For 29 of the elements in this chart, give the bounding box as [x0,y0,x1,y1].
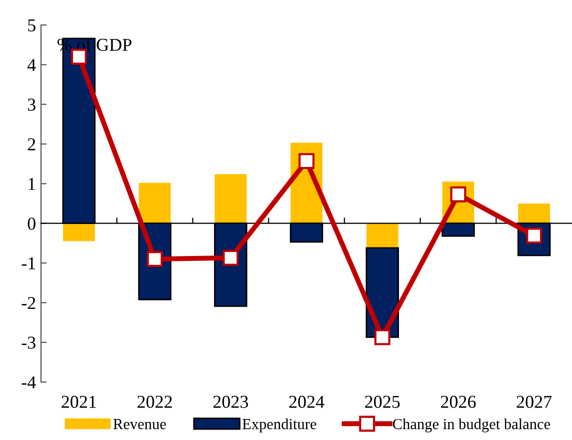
y-tick-label: 1 [28,178,36,190]
x-tick-label: 2023 [213,396,248,408]
y-tick-label: -3 [22,336,36,349]
x-tick-label: 2021 [62,396,96,408]
legend-label: Expenditure [242,418,316,432]
bar [63,223,95,242]
bar [366,223,398,248]
bar [518,204,550,224]
point [298,153,314,170]
y-tick-label: -1 [22,257,36,270]
point [222,250,239,266]
y-tick-label: 4 [27,59,36,71]
bar [214,174,247,224]
point [146,251,163,268]
x-tick-label: 2026 [440,396,476,408]
y-tick-label: 0 [28,218,36,230]
x-tick-label: 2022 [138,396,172,408]
y-tick-label: 5 [28,19,36,32]
y-tick-label: 3 [28,98,36,111]
y-tick-label: 2 [28,138,36,150]
bar [138,182,171,224]
y-tick-label: -2 [22,296,36,309]
point [374,329,390,346]
x-tick-label: 2025 [365,396,400,408]
legend-label: Change in budget balance [392,418,550,432]
y-tick-label: -4 [22,376,36,388]
x-tick-label: 2024 [289,396,324,408]
x-tick-label: 2027 [516,396,552,408]
legend-label: Revenue [113,419,166,430]
